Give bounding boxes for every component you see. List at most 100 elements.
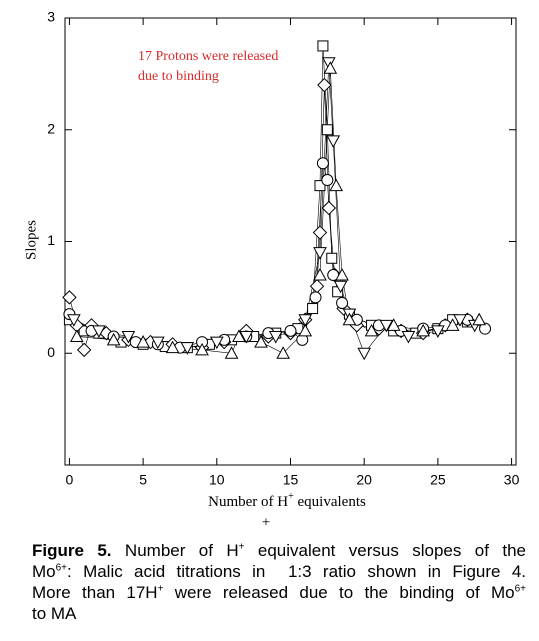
caption-text: 6+ — [55, 562, 68, 574]
diamond-marker — [76, 342, 92, 358]
triangle-up-marker — [323, 61, 338, 74]
triangle-down-marker — [92, 325, 106, 338]
triangle-up-marker — [276, 346, 290, 359]
triangle-up-marker — [329, 178, 344, 192]
x-tick-label: 0 — [66, 472, 74, 488]
caption-text: 6+ — [514, 583, 527, 595]
x-axis-label-sup: + — [288, 491, 294, 502]
diamond-marker — [321, 200, 337, 216]
series-markers — [63, 157, 492, 354]
caption-text: : Malic acid titrations in 1:3 ratio sho… — [67, 562, 526, 581]
caption-line: More than 17H+ were released due to the … — [32, 582, 526, 603]
triangle-up-marker — [136, 335, 150, 348]
plot-frame — [64, 17, 517, 466]
chart: Slopes Number of H+ equivalents + 0 5 10 15… — [23, 9, 520, 531]
caption-line: Mo6+: Malic acid titrations in 1:3 ratio… — [32, 561, 526, 582]
triangle-down-marker — [268, 330, 283, 344]
triangle-up-marker — [364, 323, 379, 337]
square-marker — [314, 180, 326, 192]
caption-text: to MA — [32, 604, 77, 623]
triangle-down-marker — [239, 330, 254, 344]
caption-line: to MA — [32, 603, 526, 624]
triangle-up-marker — [386, 318, 401, 331]
square-marker — [326, 252, 338, 264]
x-axis-label-rest: equivalents — [294, 494, 366, 510]
y-tick-label: 2 — [47, 120, 55, 136]
triangle-down-marker — [121, 330, 136, 344]
triangle-up-marker — [69, 329, 84, 342]
x-tick-label: 30 — [504, 472, 520, 488]
diamond-marker — [317, 77, 332, 93]
triangle-up-marker — [254, 335, 268, 348]
caption-text: + — [157, 583, 164, 595]
triangle-up-marker — [313, 267, 327, 281]
circle-marker — [316, 157, 329, 170]
caption-text: were released due to the binding of Mo — [163, 583, 515, 602]
x-axis-label: Number of H+ equivalents — [208, 491, 366, 510]
triangle-up-marker — [416, 323, 430, 337]
caption-text: Number of H — [111, 541, 239, 560]
triangle-down-marker — [326, 135, 341, 148]
x-tick-label: 15 — [283, 472, 299, 488]
triangle-down-marker — [180, 342, 195, 355]
caption-text: equivalent versus slopes of the — [244, 541, 526, 560]
circle-marker — [321, 174, 334, 187]
y-tick-label: 0 — [47, 344, 55, 360]
triangle-down-marker — [453, 314, 467, 327]
triangle-down-marker — [431, 325, 445, 338]
circle-marker — [336, 296, 349, 309]
series-line — [73, 62, 475, 354]
series-line — [69, 45, 468, 348]
triangle-down-marker — [67, 314, 81, 327]
triangle-down-marker — [333, 280, 348, 294]
y-axis-label: Slopes — [23, 220, 39, 260]
triangle-up-marker — [342, 312, 357, 326]
triangle-down-marker — [321, 57, 336, 70]
series-markers — [63, 40, 473, 354]
triangle-up-marker — [195, 342, 209, 356]
annotation: 17 Protons were released — [138, 49, 278, 64]
triangle-down-marker — [379, 319, 394, 333]
series-line — [69, 85, 468, 351]
figure-caption: Figure 5. Number of H+ equivalent versus… — [32, 540, 526, 624]
triangle-up-marker — [445, 318, 460, 331]
series-markers — [67, 57, 482, 361]
triangle-down-marker — [357, 347, 372, 361]
x-tick-label: 25 — [430, 472, 446, 488]
circle-marker — [284, 324, 297, 337]
triangle-up-marker — [232, 329, 246, 342]
square-marker — [307, 303, 319, 315]
triangle-up-marker — [224, 346, 239, 359]
diamond-marker — [309, 278, 325, 294]
triangle-up-marker — [165, 340, 180, 354]
x-axis-label-extra: + — [262, 514, 270, 530]
series-markers — [62, 77, 475, 358]
circle-marker — [479, 322, 492, 335]
y-tick-label: 1 — [47, 232, 55, 248]
triangle-up-marker — [298, 323, 313, 337]
diamond-marker — [312, 225, 328, 240]
series-line — [76, 68, 480, 354]
triangle-up-marker — [472, 312, 486, 326]
triangle-up-marker — [335, 267, 349, 281]
y-tick-label: 3 — [47, 9, 55, 25]
triangle-down-marker — [313, 247, 327, 260]
annotation: due to binding — [138, 69, 219, 84]
square-marker — [321, 124, 333, 136]
caption-line: Figure 5. Number of H+ equivalent versus… — [32, 540, 526, 561]
x-tick-label: 5 — [139, 472, 147, 488]
caption-text: Figure 5. — [32, 541, 112, 560]
caption-text: Mo — [32, 562, 56, 581]
x-axis-label-text: Number of H — [208, 494, 288, 510]
series-markers — [69, 61, 486, 359]
triangle-down-marker — [401, 330, 416, 344]
caption-text: More than 17H — [32, 583, 158, 602]
diamond-marker — [62, 290, 77, 305]
square-marker — [317, 40, 329, 52]
circle-marker — [309, 291, 322, 304]
series-line — [69, 163, 486, 348]
caption-text: + — [238, 541, 245, 553]
triangle-down-marker — [209, 336, 224, 350]
triangle-down-marker — [298, 314, 313, 327]
